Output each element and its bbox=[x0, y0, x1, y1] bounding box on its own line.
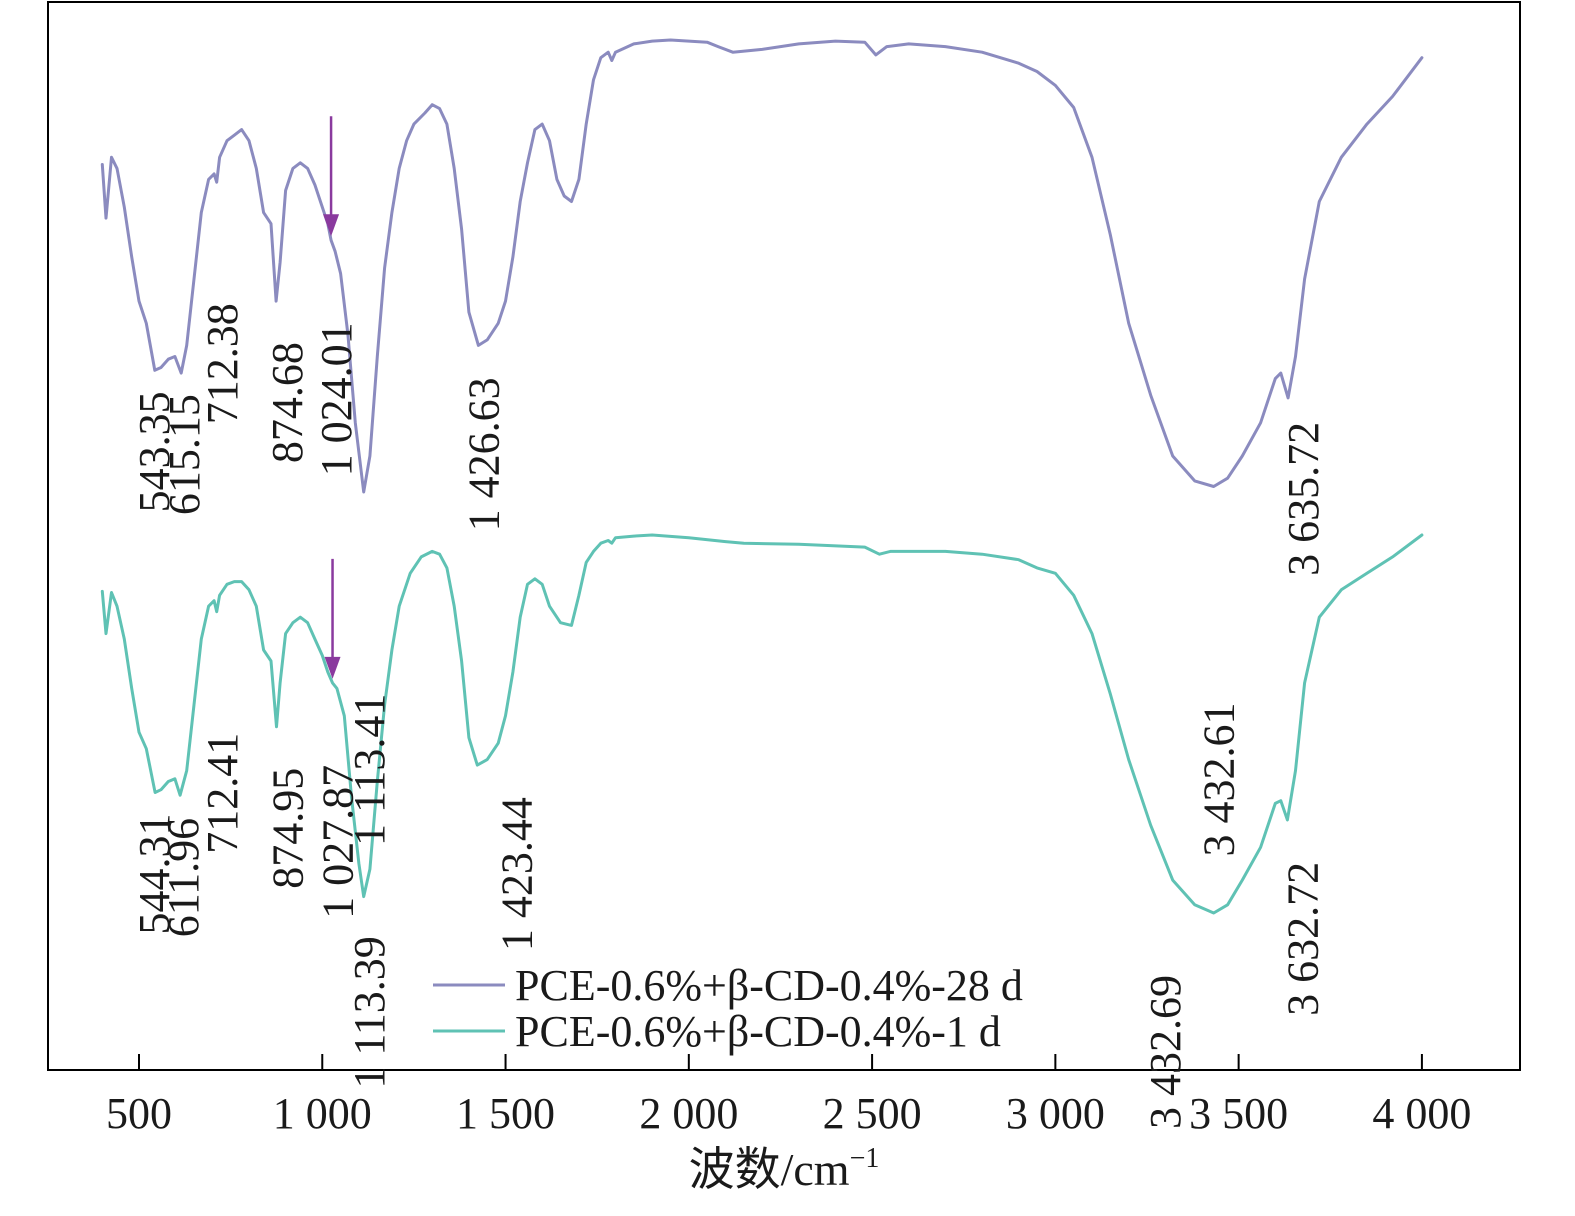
peak-label: 3 635.72 bbox=[1279, 422, 1328, 576]
legend-label: PCE-0.6%+β-CD-0.4%-28 d bbox=[515, 961, 1023, 1010]
peak-label: 712.38 bbox=[198, 303, 247, 424]
x-tick-label: 2 000 bbox=[639, 1089, 738, 1138]
x-tick-label: 1 500 bbox=[456, 1089, 555, 1138]
peak-label: 712.41 bbox=[198, 733, 247, 854]
peak-label: 1 113.41 bbox=[345, 694, 394, 846]
peak-label: 1 024.01 bbox=[312, 322, 361, 476]
x-tick-label: 1 000 bbox=[273, 1089, 372, 1138]
peak-label: 874.95 bbox=[264, 768, 313, 889]
legend-label: PCE-0.6%+β-CD-0.4%-1 d bbox=[515, 1007, 1001, 1056]
peak-label: 1 113.39 bbox=[345, 936, 394, 1088]
peak-label: 1 027.87 bbox=[314, 765, 363, 919]
legend: PCE-0.6%+β-CD-0.4%-28 dPCE-0.6%+β-CD-0.4… bbox=[433, 961, 1023, 1056]
series-layer bbox=[100, 38, 1424, 915]
x-tick-label: 4 000 bbox=[1372, 1089, 1471, 1138]
peak-label: 3 432.69 bbox=[1141, 975, 1190, 1129]
peak-label: 3 432.61 bbox=[1195, 702, 1244, 856]
peak-label: 1 426.63 bbox=[459, 377, 508, 531]
x-axis-title-main: 波数/cm bbox=[689, 1144, 850, 1195]
peak-label: 874.68 bbox=[263, 342, 312, 463]
peak-label: 611.96 bbox=[159, 818, 208, 937]
series-line-28d bbox=[100, 38, 1424, 494]
x-axis-title: 波数/cm−1 bbox=[689, 1143, 880, 1195]
peak-arrow-head bbox=[323, 214, 340, 237]
series-line-1d bbox=[100, 533, 1424, 915]
x-tick-label: 3 000 bbox=[1006, 1089, 1105, 1138]
arrow-layer bbox=[323, 116, 341, 679]
peak-label: 1 423.44 bbox=[492, 797, 541, 951]
peak-label: 3 632.72 bbox=[1278, 862, 1327, 1016]
x-axis-title-superscript: −1 bbox=[850, 1143, 880, 1174]
x-tick-label: 3 500 bbox=[1189, 1089, 1288, 1138]
x-axis-ticks: 500 1 000 1 500 2 000 2 500 3 000 3 500 4 000 bbox=[106, 1054, 1471, 1138]
x-tick-label: 500 bbox=[106, 1089, 172, 1138]
peak-arrow-head bbox=[324, 656, 341, 679]
peak-label: 544.31 bbox=[130, 813, 179, 934]
x-tick-label: 2 500 bbox=[823, 1089, 922, 1138]
peak-label: 543.35 bbox=[130, 391, 179, 512]
plot-frame bbox=[47, 1, 1521, 1071]
peak-label: 615.15 bbox=[160, 394, 209, 515]
